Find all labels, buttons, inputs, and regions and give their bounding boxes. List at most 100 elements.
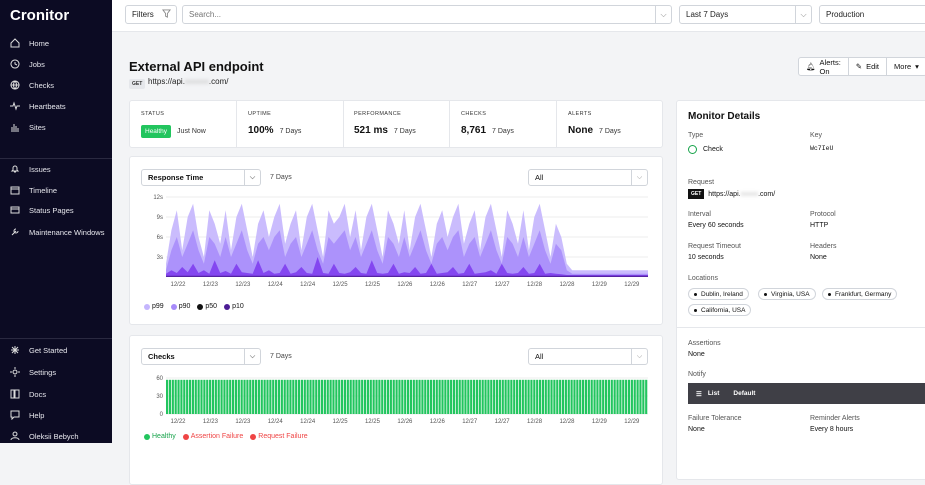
sidebar-item-home[interactable]: Home: [0, 33, 112, 53]
check-bar: [243, 380, 245, 414]
check-bar: [401, 380, 403, 414]
y-tick-label: 60: [156, 376, 163, 382]
chevron-down-icon[interactable]: ⌵: [655, 6, 671, 23]
check-bar: [413, 380, 415, 414]
sidebar-item-checks[interactable]: Checks: [0, 75, 112, 95]
check-bar: [639, 380, 641, 414]
check-bar: [568, 380, 570, 414]
sidebar-item-jobs[interactable]: Jobs: [0, 54, 112, 74]
more-button[interactable]: More▾: [887, 58, 925, 75]
x-tick-label: 12/23: [203, 282, 219, 288]
legend-item[interactable]: p10: [224, 303, 244, 310]
sidebar-item-maintenance-windows[interactable]: Maintenance Windows: [0, 222, 112, 242]
stat-label: PERFORMANCE: [354, 111, 401, 117]
sidebar-item-oleksii-bebych[interactable]: Oleksii Bebych: [0, 426, 112, 446]
sidebar-item-help[interactable]: Help: [0, 405, 112, 425]
monitor-url-suffix: .com/: [209, 77, 229, 86]
x-tick-label: 12/23: [235, 419, 251, 425]
sidebar-item-sites[interactable]: Sites: [0, 117, 112, 137]
sidebar-item-timeline[interactable]: Timeline: [0, 180, 112, 200]
x-tick-label: 12/23: [235, 282, 251, 288]
metric-select[interactable]: Response Time ⌵: [141, 169, 261, 186]
check-bar: [312, 380, 314, 414]
sidebar-item-label: Help: [29, 411, 44, 420]
filter-select[interactable]: All ⌵: [528, 169, 648, 186]
check-bar: [381, 380, 383, 414]
check-bar: [284, 380, 286, 414]
sidebar-item-issues[interactable]: Issues: [0, 159, 112, 179]
filter-select[interactable]: All ⌵: [528, 348, 648, 365]
tolerance-value: None: [688, 426, 705, 433]
sidebar-item-docs[interactable]: Docs: [0, 384, 112, 404]
check-bar: [327, 380, 329, 414]
action-buttons: 🔔︎Alerts: On ✎Edit More▾: [798, 57, 925, 76]
monitor-details-card: Monitor Details Type Check Key Wc7IeU Re…: [676, 100, 925, 480]
check-bar: [441, 380, 443, 414]
check-bar: [258, 380, 260, 414]
check-bar: [519, 380, 521, 414]
check-bar: [525, 380, 527, 414]
check-bar: [516, 380, 518, 414]
logo[interactable]: Cronitor: [10, 7, 69, 24]
check-bar: [177, 380, 179, 414]
request-url-prefix: https://api.: [708, 191, 740, 198]
check-bar: [599, 380, 601, 414]
check-bar: [352, 380, 354, 414]
y-tick-label: 0: [160, 412, 164, 418]
check-bar: [235, 380, 237, 414]
check-bar: [496, 380, 498, 414]
check-bar: [195, 380, 197, 414]
date-range-select[interactable]: Last 7 Days ⌵: [679, 5, 812, 24]
sidebar-item-status-pages[interactable]: Status Pages: [0, 200, 112, 220]
legend-label: p99: [152, 303, 164, 310]
stat-label: STATUS: [141, 111, 164, 117]
location-chip: California, USA: [688, 304, 751, 316]
sparkle-icon: [10, 345, 20, 355]
check-bar: [318, 380, 320, 414]
check-bar: [556, 380, 558, 414]
sidebar-item-settings[interactable]: Settings: [0, 362, 112, 382]
notify-value: Default: [733, 390, 755, 397]
check-bar: [605, 380, 607, 414]
legend-item[interactable]: Healthy: [144, 433, 176, 440]
check-bar: [355, 380, 357, 414]
sidebar-item-heartbeats[interactable]: Heartbeats: [0, 96, 112, 116]
check-bar: [490, 380, 492, 414]
check-bar: [206, 380, 208, 414]
notify-list[interactable]: ☰ List Default: [688, 383, 925, 404]
headers-label: Headers: [810, 243, 836, 250]
legend-item[interactable]: p99: [144, 303, 164, 310]
check-bar: [476, 380, 478, 414]
x-tick-label: 12/24: [300, 282, 316, 288]
monitor-url: https://api.xxxxxx.com/: [148, 77, 228, 86]
legend-item[interactable]: Request Failure: [250, 433, 307, 440]
legend-label: p90: [179, 303, 191, 310]
search-field[interactable]: [189, 10, 649, 19]
check-bar: [427, 380, 429, 414]
alerts-button[interactable]: 🔔︎Alerts: On: [799, 58, 849, 75]
check-bar: [252, 380, 254, 414]
check-bar: [505, 380, 507, 414]
check-bar: [398, 380, 400, 414]
check-bar: [358, 380, 360, 414]
edit-button[interactable]: ✎Edit: [849, 58, 887, 75]
check-bar: [192, 380, 194, 414]
stat-number: 8,761: [461, 125, 486, 136]
legend-swatch: [144, 304, 150, 310]
check-bar: [410, 380, 412, 414]
legend-item[interactable]: Assertion Failure: [183, 433, 244, 440]
location-chip: Virginia, USA: [758, 288, 816, 300]
metric-select[interactable]: Checks ⌵: [141, 348, 261, 365]
legend-swatch: [224, 304, 230, 310]
legend-item[interactable]: p90: [171, 303, 191, 310]
legend-item[interactable]: p50: [197, 303, 217, 310]
filters-button[interactable]: Filters: [125, 5, 177, 24]
search-input[interactable]: ⌵: [182, 5, 672, 24]
calendar-icon: [10, 185, 20, 195]
sidebar-item-get-started[interactable]: Get Started: [0, 340, 112, 360]
check-bar: [266, 380, 268, 414]
check-bar: [246, 380, 248, 414]
environment-select[interactable]: Production: [819, 5, 925, 24]
